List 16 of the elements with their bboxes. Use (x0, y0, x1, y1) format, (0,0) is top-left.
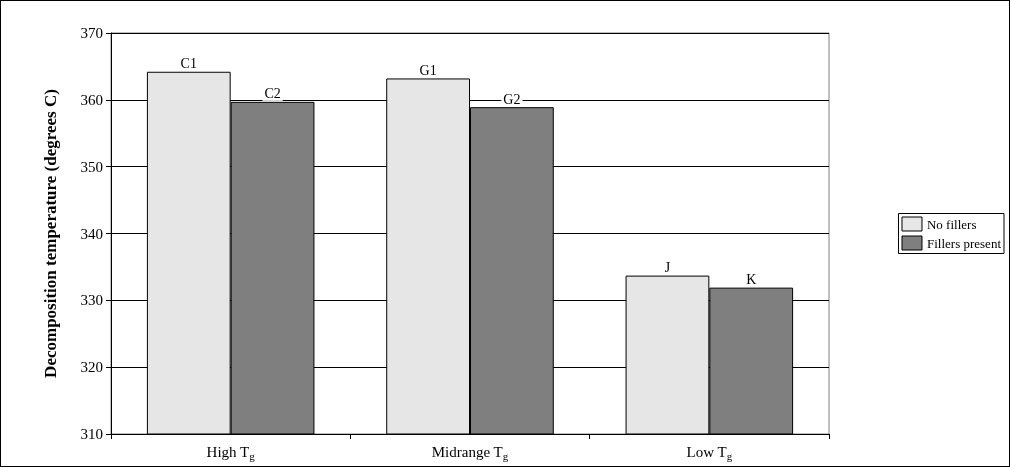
legend-label: Fillers present (926, 235, 1002, 251)
data-label: C1 (180, 56, 197, 72)
data-label: G2 (503, 91, 521, 107)
legend-label: No fillers (926, 216, 977, 232)
y-tick-label: 310 (80, 426, 103, 442)
data-label: G1 (419, 62, 437, 78)
y-axis-title: Decomposition temperature (degrees C) (41, 89, 60, 378)
data-label: C2 (264, 86, 281, 102)
y-tick-label: 320 (80, 359, 103, 376)
y-tick-label: 330 (80, 292, 103, 309)
y-tick-label: 340 (80, 225, 103, 242)
data-label: K (746, 272, 757, 288)
y-tick-label: 360 (80, 91, 103, 108)
y-tick-label: 370 (80, 25, 103, 41)
data-label: J (664, 260, 671, 276)
y-tick-label: 350 (80, 158, 103, 175)
